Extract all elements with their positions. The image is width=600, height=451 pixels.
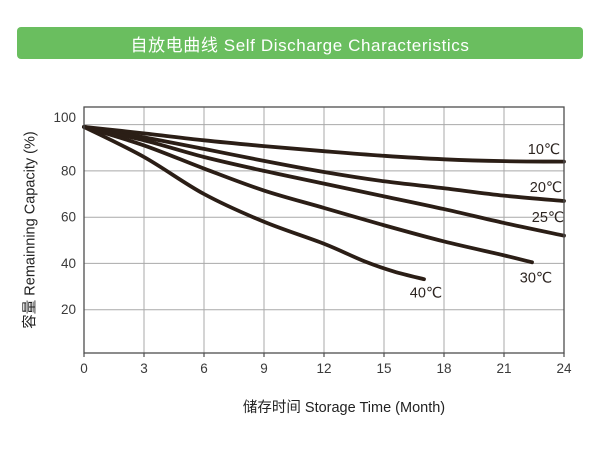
chart-title: 自放电曲线 Self Discharge Characteristics: [130, 35, 470, 55]
x-tick-label: 0: [80, 361, 88, 376]
curve-40c: [82, 125, 426, 282]
x-tick-label: 21: [496, 361, 511, 376]
x-tick-label: 24: [556, 361, 572, 376]
curve-25c: [82, 125, 566, 238]
y-tick-label: 100: [53, 110, 76, 125]
x-tick-label: 15: [376, 361, 391, 376]
chart-title-bar: 自放电曲线 Self Discharge Characteristics: [17, 27, 583, 59]
curve-label-20c: 20℃: [530, 180, 562, 196]
y-tick-label: 20: [61, 302, 76, 317]
curve-30c: [82, 125, 534, 265]
curve-label-40c: 40℃: [410, 285, 442, 301]
y-axis-title: 容量 Remainning Capacity (%): [22, 131, 39, 329]
curve-20c: [82, 125, 566, 203]
x-tick-label: 3: [140, 361, 148, 376]
x-axis-title: 储存时间 Storage Time (Month): [242, 400, 446, 416]
y-tick-label: 80: [61, 163, 76, 178]
curve-label-10c: 10℃: [528, 142, 560, 158]
y-tick-label: 40: [61, 256, 76, 271]
y-tick-label: 60: [61, 210, 76, 225]
curve-label-30c: 30℃: [520, 270, 552, 286]
curve-10c: [82, 125, 566, 164]
x-tick-label: 9: [260, 361, 268, 376]
x-tick-label: 18: [436, 361, 451, 376]
x-tick-label: 6: [200, 361, 208, 376]
x-tick-label: 12: [316, 361, 331, 376]
curve-label-25c: 25℃: [532, 210, 564, 226]
